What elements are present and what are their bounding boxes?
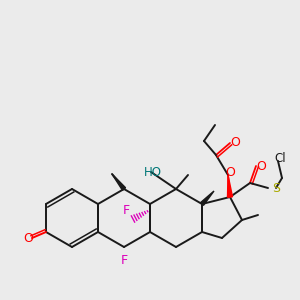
Text: O: O [230,136,240,149]
Text: O: O [225,167,235,179]
Polygon shape [200,191,214,206]
Text: Cl: Cl [274,152,286,166]
Text: F: F [122,203,130,217]
Polygon shape [112,174,126,190]
Text: S: S [272,182,280,194]
Text: HO: HO [144,166,162,178]
Text: O: O [256,160,266,172]
Polygon shape [227,175,232,197]
Text: F: F [120,254,128,268]
Text: O: O [23,232,33,245]
